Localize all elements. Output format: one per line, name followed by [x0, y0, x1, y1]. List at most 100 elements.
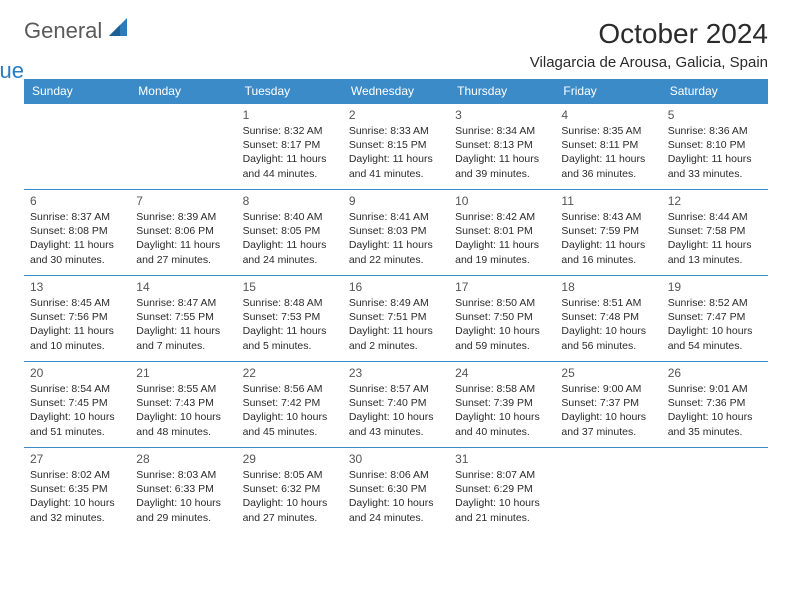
day-header: Tuesday	[237, 79, 343, 104]
day-number: 12	[668, 194, 762, 208]
day-cell: 13Sunrise: 8:45 AMSunset: 7:56 PMDayligh…	[24, 276, 130, 362]
calendar-table: SundayMondayTuesdayWednesdayThursdayFrid…	[24, 79, 768, 534]
day-cell: 18Sunrise: 8:51 AMSunset: 7:48 PMDayligh…	[555, 276, 661, 362]
day-number: 19	[668, 280, 762, 294]
sunset-text: Sunset: 8:05 PM	[243, 224, 337, 238]
day-cell: 12 Sunrise: 8:44 AMSunset: 7:58 PMDayligh…	[662, 190, 768, 276]
sunset-text: Sunset: 8:01 PM	[455, 224, 549, 238]
day-cell: 17Sunrise: 8:50 AMSunset: 7:50 PMDayligh…	[449, 276, 555, 362]
calendar-week-row: 1Sunrise: 8:32 AMSunset: 8:17 PMDaylight…	[24, 104, 768, 190]
sunrise-text: Sunrise: 8:34 AM	[455, 124, 549, 138]
daylight-text: Daylight: 10 hours and 21 minutes.	[455, 496, 549, 524]
calendar-week-row: 20Sunrise: 8:54 AMSunset: 7:45 PMDayligh…	[24, 362, 768, 448]
sunset-text: Sunset: 7:40 PM	[349, 396, 443, 410]
day-cell: 26 Sunrise: 9:01 AMSunset: 7:36 PMDayligh…	[662, 362, 768, 448]
sunrise-text: Sunrise: 8:35 AM	[561, 124, 655, 138]
sunset-text: Sunset: 7:47 PM	[668, 310, 762, 324]
sunset-text: Sunset: 7:50 PM	[455, 310, 549, 324]
month-title: October 2024	[530, 18, 768, 50]
day-cell: 6Sunrise: 8:37 AMSunset: 8:08 PMDaylight…	[24, 190, 130, 276]
day-cell: 7Sunrise: 8:39 AMSunset: 8:06 PMDaylight…	[130, 190, 236, 276]
sunrise-text: Sunrise: 8:56 AM	[243, 382, 337, 396]
sunrise-text: Sunrise: 8:43 AM	[561, 210, 655, 224]
daylight-text: Daylight: 10 hours and 45 minutes.	[243, 410, 337, 438]
day-info: Sunrise: 8:07 AMSunset: 6:29 PMDaylight:…	[455, 468, 549, 525]
day-number: 24	[455, 366, 549, 380]
location-text: Vilagarcia de Arousa, Galicia, Spain	[530, 54, 768, 71]
daylight-text: Daylight: 11 hours and 24 minutes.	[243, 238, 337, 266]
day-number: 4	[561, 108, 655, 122]
day-number: 23	[349, 366, 443, 380]
day-number: 14	[136, 280, 230, 294]
sunset-text: Sunset: 7:37 PM	[561, 396, 655, 410]
daylight-text: Daylight: 11 hours and 13 minutes.	[668, 238, 762, 266]
day-cell: 23Sunrise: 8:57 AMSunset: 7:40 PMDayligh…	[343, 362, 449, 448]
day-cell: 30 Sunrise: 8:06 AMSunset: 6:30 PMDayligh…	[343, 448, 449, 534]
daylight-text: Daylight: 10 hours and 32 minutes.	[30, 496, 124, 524]
sunrise-text: Sunrise: 8:49 AM	[349, 296, 443, 310]
daylight-text: Daylight: 11 hours and 22 minutes.	[349, 238, 443, 266]
day-number: 5	[668, 108, 762, 122]
calendar-week-row: 6Sunrise: 8:37 AMSunset: 8:08 PMDaylight…	[24, 190, 768, 276]
sunrise-text: Sunrise: 8:47 AM	[136, 296, 230, 310]
day-info: Sunrise: 8:36 AMSunset: 8:10 PMDaylight:…	[668, 124, 762, 181]
day-info: Sunrise: 9:01 AMSunset: 7:36 PMDaylight:…	[668, 382, 762, 439]
day-info: Sunrise: 8:35 AMSunset: 8:11 PMDaylight:…	[561, 124, 655, 181]
day-number: 26	[668, 366, 762, 380]
day-cell: 25Sunrise: 9:00 AMSunset: 7:37 PMDayligh…	[555, 362, 661, 448]
day-number: 10	[455, 194, 549, 208]
daylight-text: Daylight: 11 hours and 44 minutes.	[243, 152, 337, 180]
sunset-text: Sunset: 8:08 PM	[30, 224, 124, 238]
sunrise-text: Sunrise: 8:33 AM	[349, 124, 443, 138]
day-info: Sunrise: 8:47 AMSunset: 7:55 PMDaylight:…	[136, 296, 230, 353]
day-number: 16	[349, 280, 443, 294]
day-info: Sunrise: 8:56 AMSunset: 7:42 PMDaylight:…	[243, 382, 337, 439]
day-info: Sunrise: 8:03 AMSunset: 6:33 PMDaylight:…	[136, 468, 230, 525]
day-info: Sunrise: 8:02 AMSunset: 6:35 PMDaylight:…	[30, 468, 124, 525]
sunset-text: Sunset: 7:48 PM	[561, 310, 655, 324]
daylight-text: Daylight: 11 hours and 39 minutes.	[455, 152, 549, 180]
day-cell: 24 Sunrise: 8:58 AMSunset: 7:39 PMDayligh…	[449, 362, 555, 448]
day-number: 17	[455, 280, 549, 294]
sunrise-text: Sunrise: 8:06 AM	[349, 468, 443, 482]
sunset-text: Sunset: 6:35 PM	[30, 482, 124, 496]
day-number: 6	[30, 194, 124, 208]
sunset-text: Sunset: 7:39 PM	[455, 396, 549, 410]
sunrise-text: Sunrise: 8:45 AM	[30, 296, 124, 310]
sunset-text: Sunset: 8:13 PM	[455, 138, 549, 152]
daylight-text: Daylight: 11 hours and 7 minutes.	[136, 324, 230, 352]
sunset-text: Sunset: 7:56 PM	[30, 310, 124, 324]
day-cell: 9Sunrise: 8:41 AMSunset: 8:03 PMDaylight…	[343, 190, 449, 276]
calendar-body: 1Sunrise: 8:32 AMSunset: 8:17 PMDaylight…	[24, 104, 768, 534]
day-cell: 20Sunrise: 8:54 AMSunset: 7:45 PMDayligh…	[24, 362, 130, 448]
sunrise-text: Sunrise: 8:57 AM	[349, 382, 443, 396]
sunset-text: Sunset: 7:36 PM	[668, 396, 762, 410]
sunrise-text: Sunrise: 8:07 AM	[455, 468, 549, 482]
day-info: Sunrise: 8:05 AMSunset: 6:32 PMDaylight:…	[243, 468, 337, 525]
sunrise-text: Sunrise: 8:55 AM	[136, 382, 230, 396]
day-number: 20	[30, 366, 124, 380]
day-info: Sunrise: 8:55 AMSunset: 7:43 PMDaylight:…	[136, 382, 230, 439]
sunrise-text: Sunrise: 8:44 AM	[668, 210, 762, 224]
day-number: 30	[349, 452, 443, 466]
sunset-text: Sunset: 8:17 PM	[243, 138, 337, 152]
title-block: October 2024 Vilagarcia de Arousa, Galic…	[530, 18, 768, 71]
day-number: 3	[455, 108, 549, 122]
sunset-text: Sunset: 8:06 PM	[136, 224, 230, 238]
sunrise-text: Sunrise: 8:32 AM	[243, 124, 337, 138]
day-info: Sunrise: 8:39 AMSunset: 8:06 PMDaylight:…	[136, 210, 230, 267]
daylight-text: Daylight: 11 hours and 10 minutes.	[30, 324, 124, 352]
daylight-text: Daylight: 11 hours and 19 minutes.	[455, 238, 549, 266]
day-info: Sunrise: 8:44 AMSunset: 7:58 PMDaylight:…	[668, 210, 762, 267]
day-header: Friday	[555, 79, 661, 104]
sunset-text: Sunset: 7:42 PM	[243, 396, 337, 410]
day-info: Sunrise: 8:49 AMSunset: 7:51 PMDaylight:…	[349, 296, 443, 353]
sunset-text: Sunset: 6:32 PM	[243, 482, 337, 496]
day-info: Sunrise: 8:06 AMSunset: 6:30 PMDaylight:…	[349, 468, 443, 525]
sunrise-text: Sunrise: 8:48 AM	[243, 296, 337, 310]
sunset-text: Sunset: 6:30 PM	[349, 482, 443, 496]
daylight-text: Daylight: 11 hours and 41 minutes.	[349, 152, 443, 180]
day-number: 29	[243, 452, 337, 466]
day-info: Sunrise: 8:58 AMSunset: 7:39 PMDaylight:…	[455, 382, 549, 439]
day-cell: 21Sunrise: 8:55 AMSunset: 7:43 PMDayligh…	[130, 362, 236, 448]
